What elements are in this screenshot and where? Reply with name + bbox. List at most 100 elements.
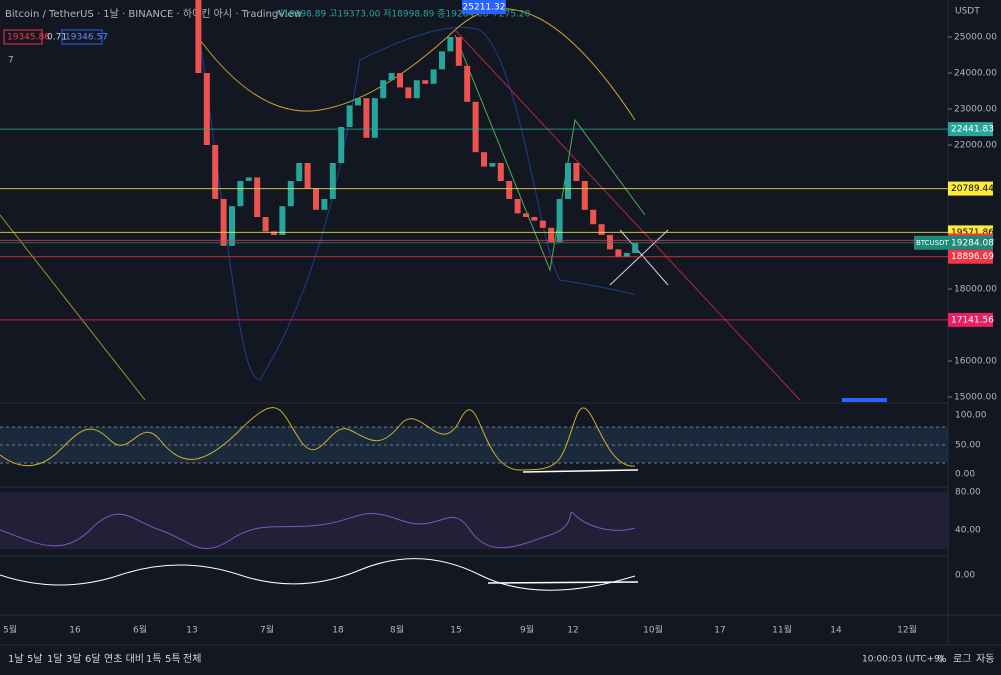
candle [464,65,471,102]
candle [279,206,286,235]
date-tick-label: 12 [567,626,578,636]
candle [355,98,361,106]
range-button[interactable]: 5특 [165,653,181,665]
range-button[interactable]: 1날 [8,653,24,665]
date-tick-label: 12월 [897,624,917,636]
candle [623,253,630,257]
price-tag-label: 19571.86 [951,228,994,238]
candle [296,163,303,181]
candle [287,181,294,207]
candle [413,80,420,99]
candle [371,98,378,138]
price-tag-label: 22441.83 [951,125,994,135]
currency[interactable]: USDT [955,7,980,17]
range-button[interactable]: 5날 [27,653,43,665]
date-tick-label: 18 [332,626,344,636]
price-tag-label: 19284.08 [951,238,994,248]
price-tag [948,122,993,137]
legend-value: 19346.57 [65,33,108,43]
percent-button[interactable]: % [937,654,947,665]
candle [321,199,328,210]
range-button[interactable]: 연초 대비 [104,653,144,665]
date-tick-label: 11월 [772,624,792,636]
candle [254,177,261,217]
price-tick-label: 23000.00 [954,105,997,115]
range-button[interactable]: 1달 [47,653,63,665]
candle [203,73,210,145]
range-button[interactable]: 3달 [66,653,82,665]
date-tick-label: 10월 [643,624,663,636]
candle [313,188,319,210]
price-tick-label: 25000.00 [954,33,997,43]
date-tick-label: 16 [69,626,81,636]
candle [271,231,277,235]
rsi-line [0,511,636,550]
candle [338,127,345,163]
candle [523,213,529,217]
candle [581,181,588,210]
candle [237,181,244,207]
annotation-arrow [487,581,639,584]
range-button[interactable]: 6달 [85,653,101,665]
indicator-toggle[interactable]: 7 [8,56,14,66]
ohlc: 시18998.89 고19373.00 저18998.89 종19284.08 … [275,9,531,20]
candle [304,163,311,189]
legend-value: 0.71 [47,33,67,43]
price-tag [948,312,993,327]
candle [497,163,504,181]
candle [405,87,412,99]
pattern-line [454,34,646,272]
candle [212,145,219,199]
candle [262,217,269,232]
legend-value: 19345.86 [7,33,50,43]
range-button[interactable]: 1특 [146,653,162,665]
price-tag-label: 20789.44 [951,184,994,194]
rsi-band [0,492,948,549]
price-tick-label: 15000.00 [954,393,997,403]
date-tick-label: 8월 [390,624,404,636]
auto-button[interactable]: 자동 [976,653,994,665]
candle [548,227,555,243]
candle [380,80,387,99]
candle [397,73,403,88]
date-tick-label: 14 [830,626,842,636]
candle [455,37,462,66]
price-tag-label: 18896.69 [951,252,994,262]
legend-box [61,29,103,45]
top-tag: 25211.32 [463,3,506,13]
date-tick-label: 9월 [520,624,534,636]
clock: 10:00:03 (UTC+9) [862,655,943,665]
candle [514,199,521,214]
osc-tick-label: 0.00 [955,470,975,480]
candle [245,177,252,181]
trendline [0,214,146,400]
date-tick-label: 7월 [260,624,274,636]
candle [388,73,395,81]
candles [195,0,639,257]
date-tick-label: 13 [186,626,197,636]
candle [430,69,437,84]
date-tick-label: 6월 [133,624,147,636]
osc-tick-label: 50.00 [955,441,981,451]
candle [439,51,445,70]
annotation-arrow [522,469,639,473]
price-tick-label: 24000.00 [954,69,997,79]
candle [329,163,336,199]
candle [229,206,235,246]
candle [598,224,605,235]
date-tick-label: 17 [714,626,725,636]
pattern-line [609,229,669,286]
osc-tick-label: 0.00 [955,571,975,581]
symbol-title: Bitcoin / TetherUS · 1날 · BINANCE · 하이킨 … [5,7,302,20]
symbol-tag-label: BTCUSDT [916,239,950,247]
osc-tick-label: 40.00 [955,526,981,536]
range-button[interactable]: 전체 [183,653,201,665]
candle [447,37,454,52]
price-tick-label: 18000.00 [954,285,997,295]
price-tag [948,181,993,196]
stoch-line [0,407,636,471]
date-tick-label: 15 [450,626,461,636]
candle [195,0,202,73]
log-button[interactable]: 로그 [953,654,971,665]
